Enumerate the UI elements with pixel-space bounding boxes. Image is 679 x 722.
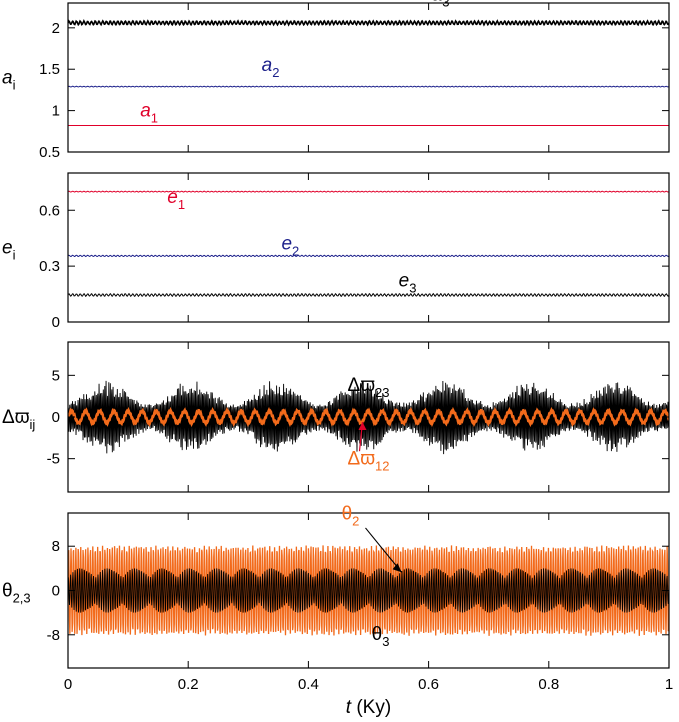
plot-area-4	[68, 545, 669, 636]
y-axis-label-4: θ2,3	[2, 581, 31, 606]
panel-4: -8 0 8 0 0.2 0.4 0.6 0.8 1 θ2,3 θ2 θ3 t (Ky)	[2, 504, 673, 718]
series-e3	[68, 292, 669, 298]
y-tick-label: 1	[52, 103, 60, 120]
series-label-e3: e3	[399, 271, 417, 296]
series-label-a2: a2	[262, 55, 280, 80]
series-label-e2: e2	[281, 233, 299, 258]
series-a3	[68, 19, 669, 27]
y-tick-label: 0	[52, 583, 60, 600]
arrowhead-theta3	[392, 563, 402, 573]
arrowhead-dpomega12	[358, 422, 367, 430]
plot-frame-1	[67, 2, 670, 153]
y-tick-label: 0.3	[39, 258, 60, 275]
series-theta3	[68, 568, 669, 613]
series-dpomega12	[68, 406, 669, 428]
y-tick-label: 0.6	[39, 202, 60, 219]
y-tick-label: -8	[47, 627, 60, 644]
plot-area-1	[68, 19, 669, 127]
panel-1: 0.5 1 1.5 2 ai a1 a2 a3	[2, 0, 670, 161]
x-tick-label: 0	[64, 676, 72, 693]
series-e1	[68, 190, 669, 193]
series-label-θ2: θ2	[342, 504, 360, 529]
y-tick-label: 0	[52, 314, 60, 331]
y-tick-label: 1.5	[39, 61, 60, 78]
x-tick-label: 0.2	[178, 676, 199, 693]
y-tick-label: 2	[52, 20, 60, 37]
y-tick-label: 8	[52, 538, 60, 555]
x-tick-label: 0.8	[538, 676, 559, 693]
series-label-θ3: θ3	[372, 624, 390, 649]
y-axis-label-3: Δϖij	[2, 407, 35, 432]
y-axis-label-1: ai	[2, 68, 16, 93]
series-a2	[68, 85, 669, 88]
y-tick-label: 5	[52, 367, 60, 384]
y-tick-label: -5	[47, 451, 60, 468]
series-label-e1: e1	[167, 187, 185, 212]
series-dpomega23	[68, 380, 669, 455]
x-tick-label: 1	[665, 676, 673, 693]
series-label-a3: a3	[432, 0, 450, 10]
x-axis-label: t (Ky)	[346, 697, 391, 718]
panel-3: -5 0 5 Δϖij Δϖ23 Δϖ12	[2, 341, 670, 493]
series-label-a1: a1	[140, 100, 158, 125]
x-tick-label: 0.6	[418, 676, 439, 693]
arrow-theta3	[365, 527, 402, 573]
panel-2: 0 0.3 0.6 ei e1 e2 e3	[2, 172, 670, 331]
plot-area-2	[68, 190, 669, 298]
plot-area-3	[68, 380, 669, 455]
series-label-Δϖ23: Δϖ23	[348, 375, 390, 400]
series-e2	[68, 254, 669, 258]
y-axis-label-2: ei	[2, 238, 16, 263]
y-tick-label: 0	[52, 409, 60, 426]
y-tick-label: 0.5	[39, 144, 60, 161]
plot-frame-2	[67, 172, 670, 323]
x-tick-label: 0.4	[298, 676, 319, 693]
series-label-Δϖ12: Δϖ12	[348, 449, 390, 474]
